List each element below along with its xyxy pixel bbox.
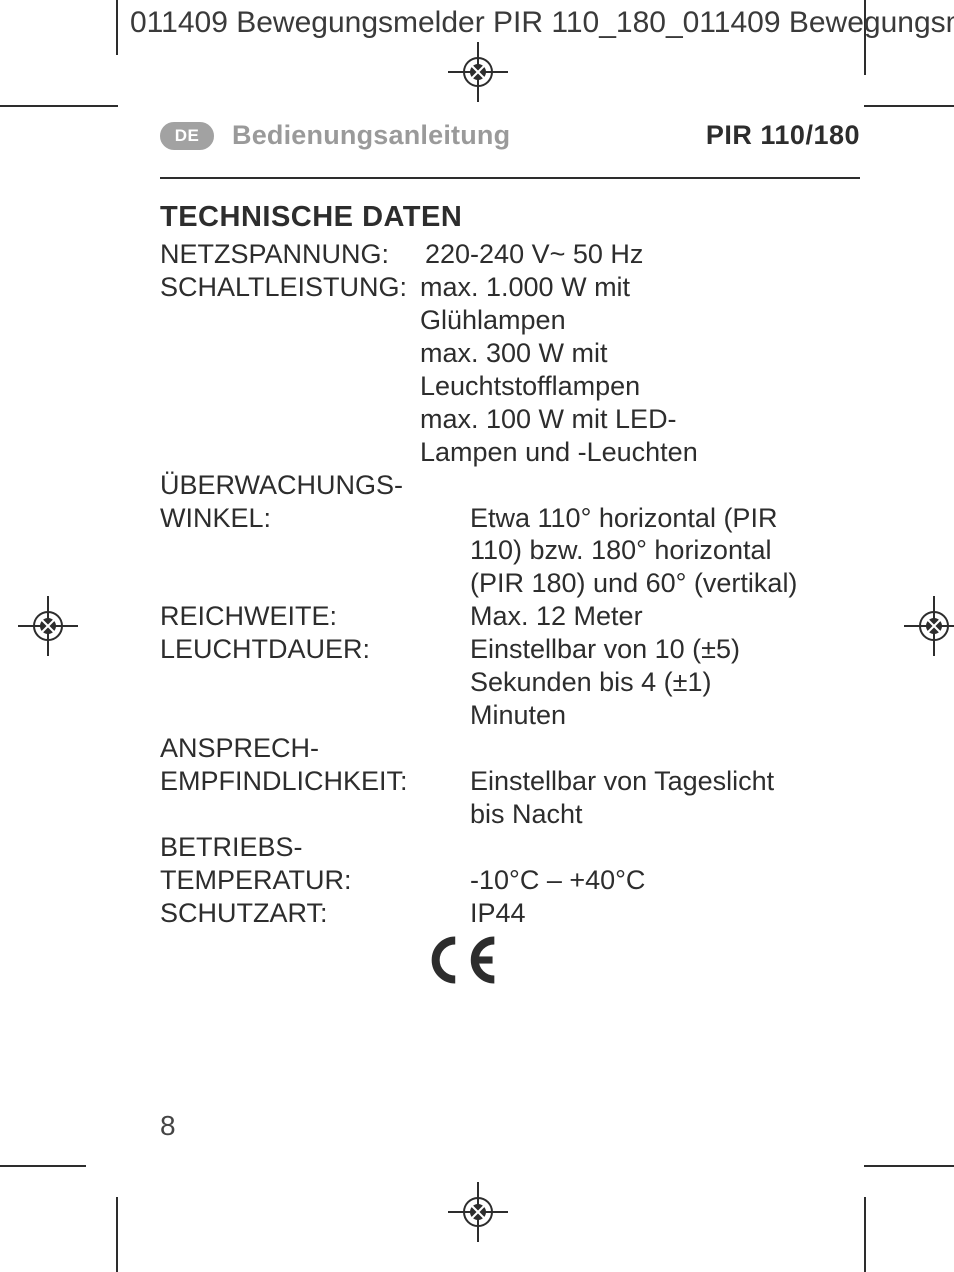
spec-label: BETRIEBS- TEMPERATUR: bbox=[160, 831, 470, 897]
spec-label: LEUCHTDAUER: bbox=[160, 633, 470, 732]
header-title: Bedienungsanleitung bbox=[232, 120, 510, 151]
language-badge: DE bbox=[160, 122, 214, 150]
page-header: DE Bedienungsanleitung PIR 110/180 bbox=[160, 120, 860, 151]
page-number: 8 bbox=[160, 1110, 176, 1142]
spec-row: LEUCHTDAUER: Einstellbar von 10 (±5) Sek… bbox=[160, 633, 860, 732]
model-label: PIR 110/180 bbox=[706, 120, 860, 151]
spec-row: REICHWEITE: Max. 12 Meter bbox=[160, 600, 860, 633]
spec-label: REICHWEITE: bbox=[160, 600, 470, 633]
content-area: DE Bedienungsanleitung PIR 110/180 TECHN… bbox=[160, 120, 860, 988]
registration-mark-icon bbox=[448, 42, 508, 102]
spec-row: SCHALTLEISTUNG: max. 1.000 W mit Glühlam… bbox=[160, 271, 860, 469]
spec-value: max. 1.000 W mit Glühlampen max. 300 W m… bbox=[420, 271, 860, 469]
page: 011409 Bewegungsmelder PIR 110_180_01140… bbox=[0, 0, 954, 1272]
crop-mark bbox=[0, 105, 118, 107]
spec-row: BETRIEBS- TEMPERATUR: -10°C – +40°C bbox=[160, 831, 860, 897]
crop-mark bbox=[116, 0, 118, 55]
spec-row: ÜBERWACHUNGS- WINKEL: Etwa 110° horizont… bbox=[160, 469, 860, 601]
spec-row: ANSPRECH- EMPFINDLICHKEIT: Einstellbar v… bbox=[160, 732, 860, 831]
file-path-label: 011409 Bewegungsmelder PIR 110_180_01140… bbox=[130, 6, 954, 40]
spec-row: NETZSPANNUNG: 220-240 V~ 50 Hz bbox=[160, 238, 860, 271]
spec-label: NETZSPANNUNG: bbox=[160, 238, 425, 271]
spec-value: -10°C – +40°C bbox=[470, 831, 860, 897]
spec-value: IP44 bbox=[470, 897, 860, 930]
registration-mark-icon bbox=[904, 596, 954, 656]
crop-mark bbox=[864, 105, 954, 107]
crop-mark bbox=[0, 1165, 86, 1167]
crop-mark bbox=[864, 1197, 866, 1272]
spec-label: SCHUTZART: bbox=[160, 897, 470, 930]
section-heading: TECHNISCHE DATEN bbox=[160, 201, 860, 234]
spec-value: Einstellbar von Tageslicht bis Nacht bbox=[470, 732, 860, 831]
spec-value: Etwa 110° horizontal (PIR 110) bzw. 180°… bbox=[470, 469, 860, 601]
spec-value: Max. 12 Meter bbox=[470, 600, 860, 633]
header-divider bbox=[160, 177, 860, 179]
registration-mark-icon bbox=[18, 596, 78, 656]
spec-table: NETZSPANNUNG: 220-240 V~ 50 Hz SCHALTLEI… bbox=[160, 238, 860, 930]
ce-mark-icon bbox=[425, 932, 860, 988]
spec-value: Einstellbar von 10 (±5) Sekunden bis 4 (… bbox=[470, 633, 860, 732]
crop-mark bbox=[864, 1165, 954, 1167]
spec-label: ANSPRECH- EMPFINDLICHKEIT: bbox=[160, 732, 470, 831]
crop-mark bbox=[116, 1197, 118, 1272]
spec-value: 220-240 V~ 50 Hz bbox=[425, 238, 860, 271]
registration-mark-icon bbox=[448, 1182, 508, 1242]
spec-label: SCHALTLEISTUNG: bbox=[160, 271, 420, 469]
spec-label: ÜBERWACHUNGS- WINKEL: bbox=[160, 469, 470, 601]
spec-row: SCHUTZART: IP44 bbox=[160, 897, 860, 930]
